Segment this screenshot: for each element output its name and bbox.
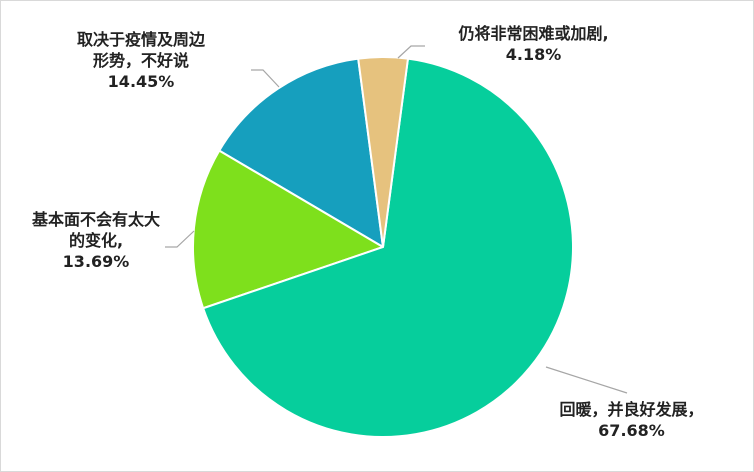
pie-slice xyxy=(201,57,574,438)
value-label: 4.18% xyxy=(505,45,562,64)
category-label: 仍将非常困难或加剧, xyxy=(458,24,609,43)
pie-slice xyxy=(357,56,410,248)
leader-line xyxy=(251,69,280,88)
value-label: 14.45% xyxy=(107,72,175,91)
slice-label: 回暖，并良好发展， 67.68% xyxy=(529,399,734,441)
pie-slice xyxy=(217,57,385,249)
value-label: 13.69% xyxy=(62,252,130,271)
slice-label: 基本面不会有太大的变化, 13.69% xyxy=(31,209,161,272)
leader-line xyxy=(165,230,195,248)
category-label: 基本面不会有太大的变化, xyxy=(31,210,160,250)
category-label: 取决于疫情及周边形势，不好说 xyxy=(76,30,205,70)
value-label: 67.68% xyxy=(598,421,665,440)
leader-line xyxy=(545,366,628,394)
slice-label: 取决于疫情及周边形势，不好说 14.45% xyxy=(71,29,211,92)
slice-label: 仍将非常困难或加剧, 4.18% xyxy=(426,23,641,65)
pie-slice xyxy=(192,149,386,310)
leader-line xyxy=(397,45,425,59)
category-label: 回暖，并良好发展， xyxy=(559,400,704,419)
